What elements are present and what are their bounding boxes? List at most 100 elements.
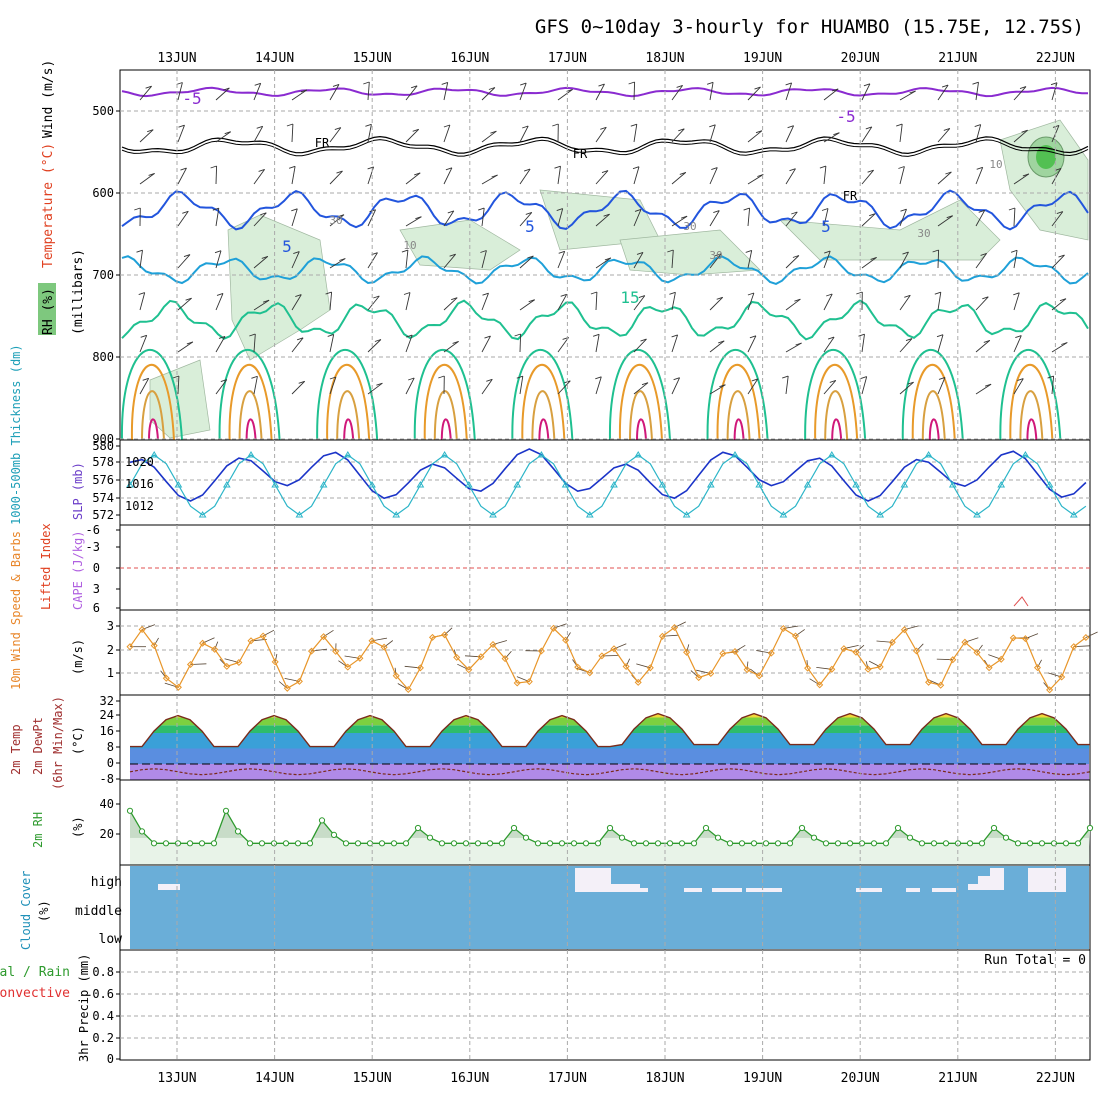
upper-wind-barb-flag [220, 379, 227, 383]
upper-wind-barb-flag [983, 339, 990, 343]
contour-lobe-gold [921, 390, 946, 441]
contour-label: 10 [403, 239, 416, 252]
cloud-gap [978, 876, 990, 890]
upper-wind-barb [481, 130, 497, 143]
wind10-marker [404, 685, 412, 694]
upper-wind-barb [557, 208, 564, 227]
slp-marker [706, 481, 715, 488]
upper-wind-barb [861, 376, 868, 395]
upper-wind-barb-flag [634, 208, 642, 212]
upper-wind-barb-flag [334, 127, 341, 131]
upper-wind-barb-flag [945, 171, 952, 175]
slp-marker [343, 451, 352, 458]
contour-minus5 [121, 86, 1088, 98]
rh2m-marker [714, 834, 722, 841]
rh2m-marker [738, 840, 746, 847]
upper-wind-barb [177, 297, 192, 311]
upper-wind-barb [937, 249, 940, 269]
upper-air-contours [120, 81, 1089, 441]
upper-wind-barb [177, 211, 189, 227]
thickness-line [129, 448, 1087, 502]
rh2m-marker [750, 840, 758, 847]
rh2m-axis-label: 2m RH [31, 812, 45, 848]
contour-lobe-orange [814, 364, 859, 441]
slp-marker [924, 451, 933, 458]
upper-wind-barb-flag [286, 123, 294, 127]
wind10-barb [214, 641, 219, 650]
wind10-marker [852, 648, 860, 656]
bottom-date-label: 19JUN [743, 1071, 782, 1086]
upper-wind-barb-flag [856, 291, 863, 295]
rh2m-marker [822, 840, 830, 847]
upper-wind-barb-flag [363, 81, 370, 85]
upper-wind-barb-flag [148, 172, 155, 176]
cloud-gap [746, 888, 782, 892]
slp-marker [1045, 481, 1054, 488]
upper-wind-barb-flag [261, 255, 268, 259]
axis-tick-label: 40 [100, 797, 114, 811]
upper-wind-barb-flag [484, 335, 491, 339]
contour-lobe-teal [511, 349, 574, 441]
upper-wind-barb-flag [826, 293, 833, 297]
upper-wind-barb [899, 166, 905, 185]
rh2m-marker [486, 840, 494, 847]
upper-wind-barb-flag [751, 378, 758, 382]
upper-wind-barb-flag [523, 168, 531, 172]
wind10-marker [997, 655, 1005, 663]
upper-wind-barb [633, 382, 649, 395]
wind10-marker [525, 678, 533, 686]
upper-wind-barb [595, 291, 598, 311]
rh2m-marker [354, 840, 362, 847]
upper-wind-barb [709, 210, 720, 227]
bottom-date-label: 18JUN [645, 1071, 684, 1086]
wind10-marker [549, 624, 558, 632]
axis-tick-label: 0 [93, 561, 100, 575]
slp-marker [295, 511, 304, 518]
upper-wind-barb [899, 338, 913, 353]
temp2m-unit-label: (°C) [71, 726, 85, 755]
slp-marker [827, 451, 836, 458]
rh2m-marker [438, 840, 446, 847]
rh2m-marker [798, 824, 806, 832]
precip-run-total: Run Total = 0 [984, 953, 1086, 968]
upper-wind-barb-flag [210, 165, 217, 169]
cloud-level-low: low [99, 932, 123, 947]
slp-marker [222, 481, 231, 488]
upper-wind-barb-flag [713, 210, 720, 214]
upper-wind-barb [595, 83, 605, 101]
upper-wind-barb [633, 252, 644, 269]
upper-wind-barb-flag [365, 123, 372, 127]
contour-lobe-teal [706, 349, 769, 441]
contour-lobe-gold [824, 390, 849, 441]
wind10-marker [186, 660, 195, 669]
axis-tick-label: 576 [92, 473, 114, 487]
upper-wind-barb [215, 336, 226, 353]
dewpt2m-axis-label: 2m DewPt [31, 717, 45, 775]
upper-wind-barb [443, 253, 456, 269]
slp-marker [634, 451, 643, 458]
upper-wind-barb-flag [452, 340, 459, 344]
upper-wind-barb-flag [706, 81, 714, 85]
wind10-barb [565, 632, 571, 641]
upper-wind-barb-flag [552, 123, 559, 127]
rh2m-marker [474, 840, 482, 847]
axis-tick-label: 0 [107, 756, 114, 770]
axis-tick-label: 0.6 [92, 987, 114, 1001]
upper-wind-barb-flag [904, 294, 911, 298]
precip-convective-label: Convective [0, 986, 70, 1001]
upper-wind-barb [557, 166, 561, 185]
upper-wind-barb [1013, 173, 1030, 185]
rh2m-marker [546, 840, 554, 847]
upper-wind-barb [519, 376, 524, 395]
wind10-marker [779, 624, 787, 633]
top-date-label: 22JUN [1036, 51, 1075, 66]
upper-wind-barb [633, 295, 646, 311]
wind10-barb [686, 644, 690, 653]
rh2m-marker [414, 824, 422, 832]
upper-wind-barb-flag [408, 377, 415, 381]
top-date-label: 19JUN [743, 51, 782, 66]
upper-wind-barb [443, 82, 449, 101]
contour-lobe-gold [531, 390, 556, 441]
upper-wind-barb-flag [525, 211, 532, 215]
